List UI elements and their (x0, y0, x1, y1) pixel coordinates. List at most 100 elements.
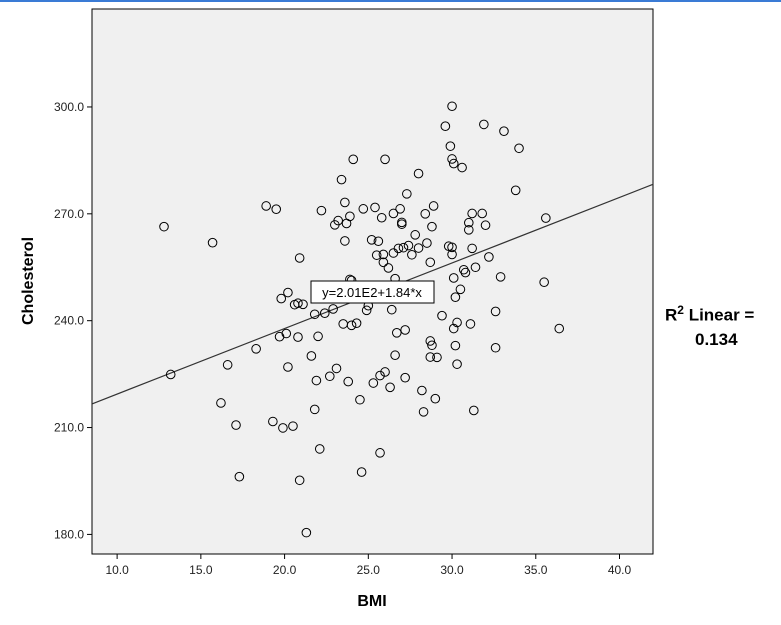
data-point (417, 385, 427, 396)
data-point (251, 344, 261, 354)
data-point (216, 398, 226, 408)
y-tick-label: 240.0 (54, 314, 84, 328)
data-point (378, 249, 389, 260)
data-point (278, 423, 288, 433)
data-point (283, 287, 293, 298)
data-point (328, 304, 338, 314)
data-point (447, 101, 457, 112)
data-point (331, 363, 342, 374)
data-point (371, 250, 382, 260)
data-point (293, 332, 303, 342)
equation-text: y=2.01E2+1.84*x (322, 285, 422, 300)
data-point (480, 220, 491, 231)
data-point (358, 204, 369, 214)
x-tick-label: 25.0 (357, 563, 381, 577)
data-point (400, 372, 410, 383)
data-point (448, 323, 459, 334)
data-point (281, 328, 292, 339)
r2-suffix: Linear = (683, 305, 755, 325)
data-point (413, 243, 424, 253)
data-point (427, 340, 437, 351)
data-point (309, 404, 320, 415)
data-point (437, 310, 447, 321)
r2-value: 0.134 (695, 329, 738, 349)
r2-prefix: R (665, 305, 678, 325)
data-point (418, 407, 429, 417)
data-point (445, 141, 456, 151)
data-point (301, 527, 312, 538)
data-point (355, 394, 365, 405)
y-tick-label: 270.0 (54, 207, 84, 221)
data-point (397, 217, 407, 228)
data-point (469, 405, 479, 416)
data-point (428, 201, 439, 211)
x-tick-label: 10.0 (105, 563, 129, 577)
data-point (425, 352, 436, 362)
data-point (407, 249, 417, 260)
data-point (450, 292, 461, 302)
data-point (165, 369, 176, 380)
data-point (420, 209, 431, 219)
data-point (477, 208, 487, 219)
data-point (447, 249, 457, 260)
data-point (452, 359, 462, 369)
window-top-rule (0, 0, 781, 2)
data-point (383, 263, 394, 273)
data-point (351, 318, 362, 328)
data-point (274, 331, 285, 342)
x-axis: 10.0 15.0 20.0 25.0 30.0 35.0 40.0 (105, 554, 632, 577)
data-point (390, 350, 400, 361)
equation-label: y=2.01E2+1.84*x (310, 280, 435, 304)
data-point (234, 471, 245, 482)
y-tick-label: 210.0 (54, 421, 84, 435)
data-point (361, 305, 372, 316)
data-point (366, 235, 377, 245)
data-point (376, 212, 387, 223)
data-point (261, 201, 271, 211)
data-point (448, 158, 459, 169)
data-point (324, 371, 335, 382)
data-point (314, 444, 325, 454)
x-tick-label: 15.0 (189, 563, 213, 577)
data-point (306, 351, 317, 361)
data-point (450, 340, 461, 351)
data-point (268, 416, 278, 427)
data-point (294, 475, 305, 486)
data-point (340, 197, 350, 208)
data-point (231, 420, 241, 430)
data-point (316, 205, 327, 216)
data-point (410, 230, 421, 240)
data-point (298, 299, 308, 310)
data-point (554, 323, 565, 334)
data-point (514, 143, 524, 154)
r2-superscript: 2 (677, 303, 684, 317)
data-point (293, 298, 303, 309)
data-point (313, 331, 323, 342)
data-point (458, 264, 469, 275)
y-tick-label: 180.0 (54, 527, 84, 541)
data-point (479, 119, 489, 130)
data-point (447, 242, 457, 253)
data-point (457, 162, 467, 173)
data-point (319, 308, 330, 319)
data-point (333, 215, 343, 226)
data-point (294, 253, 305, 263)
data-point (385, 382, 395, 393)
data-point (370, 202, 380, 213)
data-point (510, 185, 521, 196)
data-point (345, 211, 355, 222)
data-point (432, 352, 442, 363)
data-point (470, 262, 481, 273)
data-point (425, 257, 436, 268)
data-point (309, 309, 320, 320)
data-point (386, 304, 397, 315)
y-axis-title: Cholesterol (20, 237, 37, 325)
data-point (288, 421, 298, 431)
data-point (447, 154, 457, 164)
data-point (403, 240, 414, 251)
data-point (391, 327, 402, 338)
data-point (388, 208, 399, 219)
data-point (490, 306, 501, 317)
data-point (395, 204, 405, 214)
data-point (484, 252, 494, 262)
